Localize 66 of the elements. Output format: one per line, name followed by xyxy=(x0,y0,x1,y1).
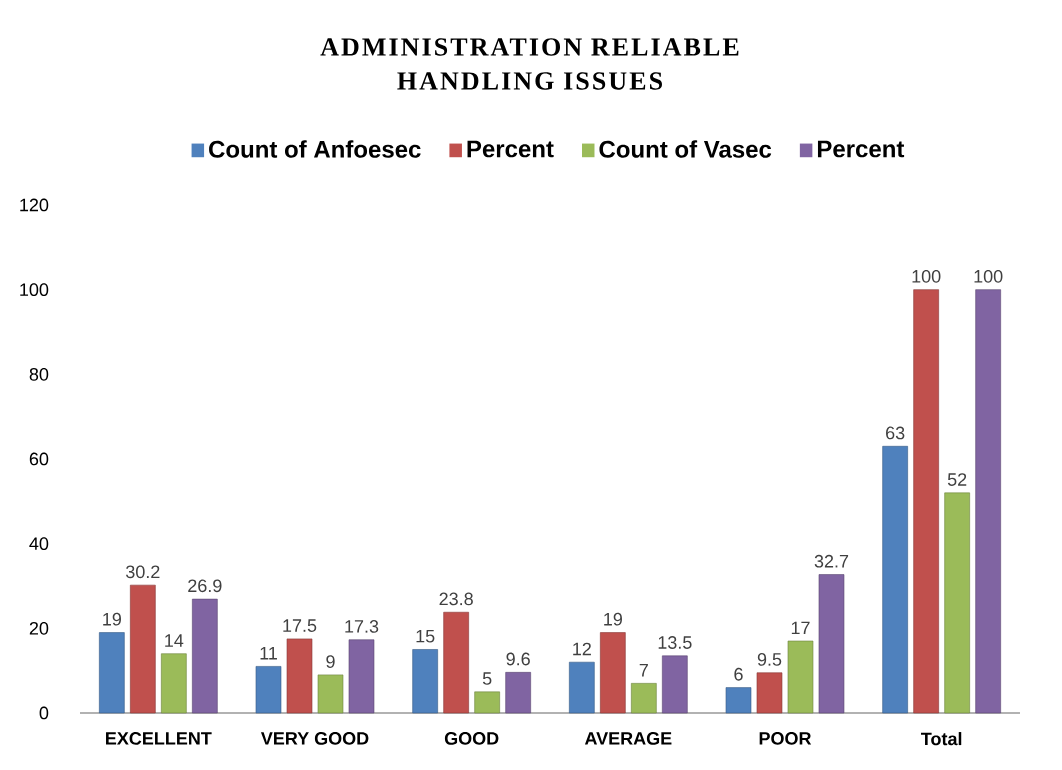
bar xyxy=(255,666,282,714)
legend-label: Percent xyxy=(817,140,905,158)
data-label: 9.5 xyxy=(757,653,782,666)
data-label: 7 xyxy=(639,664,648,677)
bar xyxy=(348,639,375,714)
bar xyxy=(317,674,344,714)
data-label: 9 xyxy=(326,655,335,668)
y-tick-label: 0 xyxy=(39,706,49,720)
x-tick-label: AVERAGE xyxy=(584,732,672,745)
bar xyxy=(818,574,845,714)
data-label: 100 xyxy=(974,269,1003,283)
y-tick-label: 60 xyxy=(29,452,49,466)
bar xyxy=(130,584,156,714)
x-tick-label: VERY GOOD xyxy=(260,732,369,745)
data-label: 17.5 xyxy=(283,619,317,632)
data-label: 17 xyxy=(791,621,810,635)
bar xyxy=(787,640,814,714)
x-tick-label: GOOD xyxy=(444,732,499,745)
data-label: 32.7 xyxy=(814,554,849,568)
y-tick-label: 120 xyxy=(20,198,49,212)
data-label: 15 xyxy=(416,629,435,643)
y-tick-label: 20 xyxy=(29,621,49,635)
bar xyxy=(505,672,531,714)
bar xyxy=(192,598,218,714)
bar xyxy=(944,492,970,714)
legend-label: Count of Anfoesec xyxy=(209,140,421,158)
data-label: 63 xyxy=(886,426,905,440)
data-label: 19 xyxy=(103,612,121,626)
data-label: 30.2 xyxy=(126,565,160,579)
bar xyxy=(913,289,939,714)
bar xyxy=(412,649,438,714)
data-label: 19 xyxy=(604,612,622,626)
bar xyxy=(725,687,752,714)
bar xyxy=(161,653,187,714)
y-tick-label: 80 xyxy=(29,367,49,381)
x-tick-label: EXCELLENT xyxy=(106,732,212,745)
data-label: 17.3 xyxy=(345,620,379,633)
data-label: 5 xyxy=(482,672,492,685)
data-label: 6 xyxy=(734,667,743,681)
data-label: 11 xyxy=(260,647,277,660)
data-label: 26.9 xyxy=(188,579,222,593)
bar xyxy=(975,289,1001,714)
chart-title: ADMINISTRATION RELIABLE HANDLING ISSUES xyxy=(320,38,739,90)
bar xyxy=(443,611,469,714)
data-label: 52 xyxy=(947,473,967,486)
legend-label: Count of Vasec xyxy=(599,140,772,158)
data-label: 100 xyxy=(912,269,941,283)
bar xyxy=(474,691,500,714)
data-label: 14 xyxy=(165,634,184,647)
bar xyxy=(756,672,783,714)
bar xyxy=(662,655,688,714)
y-tick-label: 40 xyxy=(29,537,49,551)
data-label: 12 xyxy=(573,642,591,656)
bar xyxy=(99,632,125,714)
legend-label: Percent xyxy=(467,140,554,158)
bar xyxy=(631,683,657,714)
data-label: 23.8 xyxy=(439,592,473,606)
y-tick-label: 100 xyxy=(20,283,49,297)
bar xyxy=(600,632,626,714)
bar xyxy=(569,661,595,714)
bar xyxy=(286,638,313,714)
bar xyxy=(882,445,908,714)
data-label: 13.5 xyxy=(658,636,692,649)
x-tick-label: POOR xyxy=(759,732,812,745)
data-label: 9.6 xyxy=(506,652,530,666)
x-tick-label: Total xyxy=(921,732,962,746)
